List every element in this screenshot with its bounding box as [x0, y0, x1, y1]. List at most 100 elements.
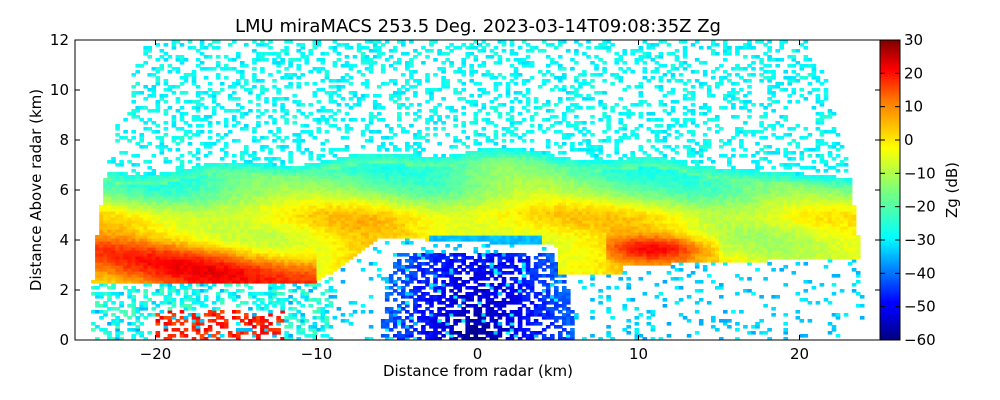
radar-cell [232, 253, 237, 257]
radar-cell [207, 205, 213, 209]
radar-cell [211, 217, 217, 221]
radar-cell [256, 256, 261, 260]
radar-cell [348, 205, 354, 209]
radar-cell [135, 319, 140, 323]
radar-cell [260, 232, 265, 236]
radar-cell [163, 175, 169, 179]
radar-cell [300, 277, 305, 281]
radar-cell [276, 211, 281, 215]
radar-cell [215, 277, 221, 281]
radar-cell [107, 256, 112, 260]
radar-cell [159, 67, 165, 71]
radar-cell [380, 82, 386, 86]
radar-cell [139, 181, 144, 185]
radar-cell [203, 223, 209, 227]
radar-cell [409, 187, 414, 191]
radar-cell [433, 154, 438, 158]
radar-cell [236, 244, 241, 248]
radar-cell [207, 229, 213, 233]
radar-cell [111, 223, 116, 227]
radar-cell [348, 193, 354, 197]
radar-cell [352, 160, 358, 164]
radar-cell [417, 295, 422, 299]
radar-cell [272, 121, 277, 125]
radar-cell [292, 199, 297, 203]
radar-cell [107, 331, 112, 335]
radar-cell [135, 217, 140, 221]
radar-cell [397, 316, 402, 320]
radar-cell [211, 166, 217, 170]
radar-cell [175, 85, 181, 89]
radar-cell [360, 61, 366, 65]
radar-cell [312, 178, 318, 182]
radar-cell [405, 220, 410, 224]
radar-cell [183, 133, 189, 137]
radar-cell [219, 223, 225, 227]
radar-cell [453, 118, 458, 122]
radar-cell [344, 61, 350, 65]
radar-cell [195, 250, 201, 254]
radar-cell [195, 100, 201, 104]
radar-cell [445, 163, 450, 167]
radar-cell [199, 289, 205, 293]
radar-cell [171, 238, 177, 242]
radar-cell [159, 301, 165, 305]
radar-cell [284, 280, 289, 284]
radar-cell [328, 187, 334, 191]
radar-cell [437, 322, 442, 326]
radar-cell [312, 241, 318, 245]
radar-cell [328, 160, 334, 164]
radar-cell [131, 109, 136, 113]
radar-cell [179, 196, 185, 200]
radar-cell [195, 289, 201, 293]
radar-cell [256, 244, 261, 248]
radar-cell [453, 313, 458, 317]
radar-cell [409, 256, 414, 260]
radar-cell [393, 313, 398, 317]
radar-cell [332, 160, 338, 164]
radar-cell [260, 274, 265, 278]
radar-cell [135, 193, 140, 197]
radar-cell [203, 295, 209, 299]
radar-cell [328, 85, 334, 89]
radar-cell [244, 181, 249, 185]
radar-cell [304, 244, 309, 248]
radar-cell [219, 214, 225, 218]
radar-cell [236, 280, 241, 284]
radar-cell [203, 304, 209, 308]
radar-cell [203, 229, 209, 233]
radar-cell [397, 184, 402, 188]
radar-cell [292, 235, 297, 239]
radar-cell [441, 202, 446, 206]
radar-cell [240, 157, 245, 161]
radar-cell [227, 163, 233, 167]
radar-cell [316, 202, 322, 206]
radar-cell [425, 223, 430, 227]
radar-cell [441, 184, 446, 188]
radar-cell [284, 217, 289, 221]
radar-cell [320, 58, 326, 62]
radar-cell [175, 172, 181, 176]
radar-cell [103, 253, 108, 257]
radar-cell [135, 187, 140, 191]
radar-cell [111, 262, 116, 266]
radar-cell [376, 208, 382, 212]
radar-cell [135, 307, 140, 311]
radar-cell [441, 256, 446, 260]
radar-cell [159, 289, 165, 293]
radar-cell [292, 187, 297, 191]
radar-cell [123, 268, 128, 272]
radar-cell [135, 109, 140, 113]
radar-cell [429, 319, 434, 323]
radar-cell [272, 175, 277, 179]
radar-cell [397, 58, 402, 62]
radar-cell [127, 259, 132, 263]
radar-cell [167, 229, 173, 233]
radar-cell [111, 271, 116, 275]
radar-cell [163, 202, 169, 206]
radar-cell [119, 247, 124, 251]
radar-cell [203, 205, 209, 209]
radar-cell [348, 178, 354, 182]
radar-cell [155, 304, 161, 308]
radar-cell [111, 196, 116, 200]
